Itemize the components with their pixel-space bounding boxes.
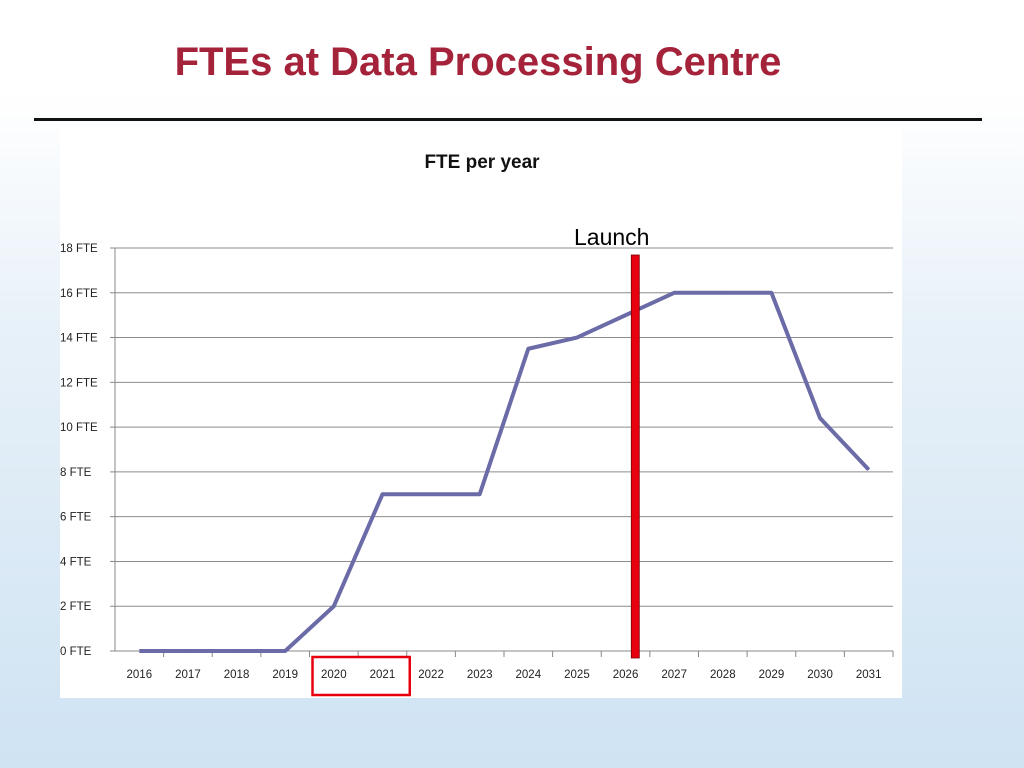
data-point	[381, 493, 383, 495]
x-tick-label: 2026	[613, 669, 639, 681]
data-point	[576, 337, 578, 339]
x-tick-label: 2023	[467, 669, 493, 681]
data-point	[430, 493, 432, 495]
data-point	[625, 314, 627, 316]
x-tick-label: 2022	[418, 669, 444, 681]
x-tick-label: 2017	[175, 669, 201, 681]
y-tick-label: 18 FTE	[60, 243, 98, 255]
x-tick-label: 2021	[370, 669, 396, 681]
series-line	[139, 290, 871, 653]
launch-marker-bar	[630, 254, 640, 659]
x-tick-label: 2031	[856, 669, 882, 681]
highlight-box-2020-2021	[311, 655, 411, 697]
gridlines	[110, 247, 894, 657]
data-point	[819, 417, 821, 419]
title-divider	[34, 118, 982, 121]
data-point	[236, 650, 238, 652]
y-tick-label: 2 FTE	[60, 601, 92, 613]
x-tick-label: 2024	[516, 669, 542, 681]
data-point	[527, 348, 529, 350]
x-tick-label: 2029	[759, 669, 785, 681]
fte-line-chart: FTE per year 0 FTE 2 FTE 4 FTE 6 FTE 8 FTE 10…	[60, 152, 894, 697]
y-tick-label: 0 FTE	[60, 646, 92, 658]
data-point	[333, 605, 335, 607]
data-point	[187, 650, 189, 652]
chart-panel: FTE per year 0 FTE 2 FTE 4 FTE 6 FTE 8 FTE 10…	[60, 128, 902, 698]
y-tick-label: 4 FTE	[60, 556, 92, 568]
annotation-layer	[311, 254, 640, 697]
x-tick-label: 2020	[321, 669, 347, 681]
x-tick-label: 2016	[127, 669, 153, 681]
data-point	[868, 469, 870, 471]
data-point	[479, 493, 481, 495]
y-tick-label: 8 FTE	[60, 467, 92, 479]
data-point	[770, 292, 772, 294]
launch-label: Launch	[574, 224, 650, 250]
y-tick-label: 12 FTE	[60, 377, 98, 389]
y-tick-label: 6 FTE	[60, 512, 92, 524]
data-point	[722, 292, 724, 294]
slide-title: FTEs at Data Processing Centre	[174, 40, 782, 84]
y-axis-ticks: 0 FTE 2 FTE 4 FTE 6 FTE 8 FTE 10 FTE 12 FTE 14 …	[60, 243, 98, 658]
y-tick-label: 10 FTE	[60, 422, 98, 434]
x-axis-ticks: 2016 2017 2018 2019 2020 2021 2022 2023 2024 2025…	[127, 669, 882, 681]
data-point	[284, 650, 286, 652]
x-tick-label: 2018	[224, 669, 250, 681]
x-tick-label: 2025	[564, 669, 590, 681]
data-point	[138, 650, 140, 652]
x-tick-label: 2030	[807, 669, 833, 681]
x-tick-label: 2028	[710, 669, 736, 681]
y-tick-label: 14 FTE	[60, 333, 98, 345]
chart-title: FTE per year	[424, 152, 540, 173]
data-point	[673, 292, 675, 294]
x-tick-label: 2019	[272, 669, 298, 681]
x-tick-label: 2027	[661, 669, 687, 681]
y-tick-label: 16 FTE	[60, 288, 98, 300]
series-layer	[138, 290, 871, 653]
